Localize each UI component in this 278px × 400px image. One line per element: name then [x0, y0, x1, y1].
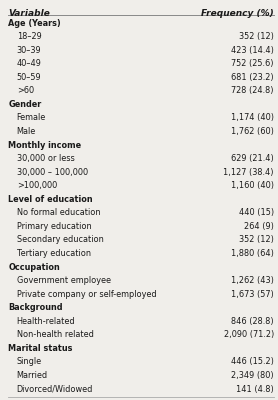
Text: Age (Years): Age (Years): [8, 18, 61, 28]
Text: Variable: Variable: [8, 9, 50, 18]
Text: 30–39: 30–39: [17, 46, 41, 55]
Text: 30,000 – 100,000: 30,000 – 100,000: [17, 168, 88, 177]
Text: 1,127 (38.4): 1,127 (38.4): [223, 168, 274, 177]
Text: 30,000 or less: 30,000 or less: [17, 154, 75, 163]
Text: Divorced/Widowed: Divorced/Widowed: [17, 384, 93, 394]
Text: 2,349 (80): 2,349 (80): [231, 371, 274, 380]
Text: 1,880 (64): 1,880 (64): [231, 249, 274, 258]
Text: 1,673 (57): 1,673 (57): [231, 290, 274, 299]
Text: 681 (23.2): 681 (23.2): [231, 73, 274, 82]
Text: 1,762 (60): 1,762 (60): [231, 127, 274, 136]
Text: 728 (24.8): 728 (24.8): [231, 86, 274, 95]
Text: 423 (14.4): 423 (14.4): [231, 46, 274, 55]
Text: Female: Female: [17, 114, 46, 122]
Text: Level of education: Level of education: [8, 195, 93, 204]
Text: Private company or self-employed: Private company or self-employed: [17, 290, 156, 299]
Text: Gender: Gender: [8, 100, 42, 109]
Text: 50–59: 50–59: [17, 73, 41, 82]
Text: Secondary education: Secondary education: [17, 236, 104, 244]
Text: Frequency (%): Frequency (%): [201, 9, 274, 18]
Text: No formal education: No formal education: [17, 208, 100, 217]
Text: Non-health related: Non-health related: [17, 330, 94, 339]
Text: 629 (21.4): 629 (21.4): [231, 154, 274, 163]
Text: Occupation: Occupation: [8, 262, 60, 272]
Text: 846 (28.8): 846 (28.8): [231, 317, 274, 326]
Text: Male: Male: [17, 127, 36, 136]
Text: >100,000: >100,000: [17, 181, 57, 190]
Text: 352 (12): 352 (12): [239, 236, 274, 244]
Text: Background: Background: [8, 303, 63, 312]
Text: 264 (9): 264 (9): [244, 222, 274, 231]
Text: 141 (4.8): 141 (4.8): [236, 384, 274, 394]
Text: 1,160 (40): 1,160 (40): [231, 181, 274, 190]
Text: 752 (25.6): 752 (25.6): [231, 59, 274, 68]
Text: 2,090 (71.2): 2,090 (71.2): [224, 330, 274, 339]
Text: Single: Single: [17, 358, 42, 366]
Text: 352 (12): 352 (12): [239, 32, 274, 41]
Text: Government employee: Government employee: [17, 276, 111, 285]
Text: 1,262 (43): 1,262 (43): [231, 276, 274, 285]
Text: Health-related: Health-related: [17, 317, 75, 326]
Text: 40–49: 40–49: [17, 59, 41, 68]
Text: >60: >60: [17, 86, 34, 95]
Text: 18–29: 18–29: [17, 32, 41, 41]
Text: 1,174 (40): 1,174 (40): [231, 114, 274, 122]
Text: Tertiary education: Tertiary education: [17, 249, 91, 258]
Text: Monthly income: Monthly income: [8, 140, 81, 150]
Text: 440 (15): 440 (15): [239, 208, 274, 217]
Text: Primary education: Primary education: [17, 222, 91, 231]
Text: Marital status: Marital status: [8, 344, 73, 353]
Text: Married: Married: [17, 371, 48, 380]
Text: 446 (15.2): 446 (15.2): [231, 358, 274, 366]
